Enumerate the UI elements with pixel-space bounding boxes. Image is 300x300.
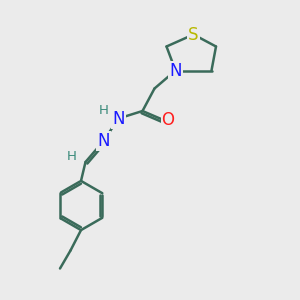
- Text: N: N: [97, 132, 110, 150]
- Text: N: N: [169, 61, 182, 80]
- Text: O: O: [161, 111, 175, 129]
- Text: H: H: [67, 150, 77, 163]
- Text: H: H: [99, 103, 108, 117]
- Text: N: N: [112, 110, 125, 128]
- Text: S: S: [188, 26, 199, 44]
